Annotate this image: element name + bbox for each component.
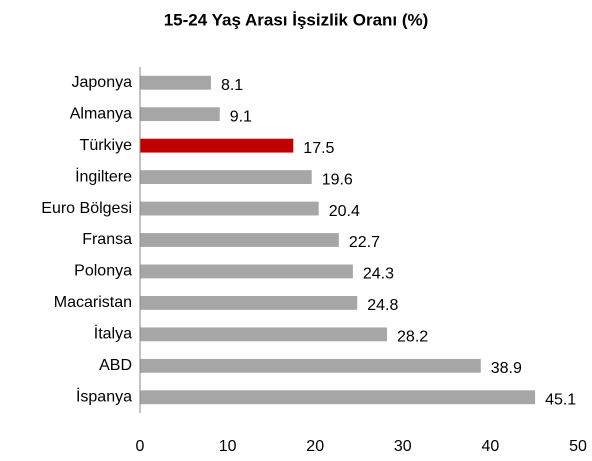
value-label: 24.3 — [363, 266, 394, 283]
y-tick-label: ABD — [99, 357, 132, 374]
value-label: 24.8 — [367, 297, 398, 314]
bar — [140, 107, 220, 122]
value-label: 20.4 — [329, 203, 360, 220]
x-tick-label: 40 — [482, 438, 500, 455]
y-tick-label: Euro Bölgesi — [41, 200, 132, 217]
x-tick-label: 10 — [219, 438, 237, 455]
y-tick-label: Japonya — [72, 74, 133, 91]
y-tick-label: Polonya — [74, 263, 132, 280]
bar — [140, 264, 353, 279]
x-tick-label: 50 — [569, 438, 587, 455]
y-tick-label: Fransa — [82, 231, 132, 248]
y-tick-label: İspanya — [76, 386, 132, 405]
bar — [140, 170, 312, 185]
chart-title: 15-24 Yaş Arası İşsizlik Oranı (%) — [164, 10, 429, 29]
x-tick-label: 0 — [136, 438, 145, 455]
x-tick-label: 30 — [394, 438, 412, 455]
bar — [140, 295, 358, 310]
value-label: 38.9 — [491, 360, 522, 377]
y-tick-label: İngiltere — [75, 166, 132, 185]
bar — [140, 327, 388, 342]
y-tick-label: İtalya — [94, 324, 132, 343]
bar — [140, 390, 536, 405]
value-label: 45.1 — [545, 391, 576, 408]
y-tick-label: Türkiye — [80, 137, 133, 154]
y-tick-label: Almanya — [70, 105, 132, 122]
value-label: 22.7 — [349, 234, 380, 251]
bar — [140, 358, 481, 373]
x-tick-label: 20 — [306, 438, 324, 455]
bar — [140, 138, 294, 153]
value-label: 19.6 — [322, 171, 353, 188]
value-label: 17.5 — [303, 140, 334, 157]
value-label: 28.2 — [397, 329, 428, 346]
value-label: 8.1 — [221, 77, 243, 94]
bar — [140, 233, 339, 247]
bar — [140, 75, 211, 90]
bar — [140, 201, 319, 216]
value-label: 9.1 — [230, 108, 252, 125]
y-tick-label: Macaristan — [54, 294, 132, 311]
